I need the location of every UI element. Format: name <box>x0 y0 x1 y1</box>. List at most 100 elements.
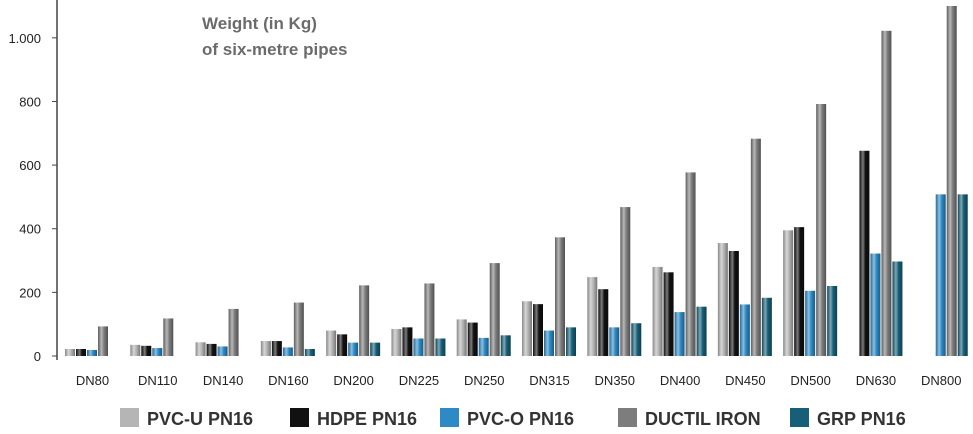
bar-hdpe-pn16-dn160 <box>271 341 282 356</box>
bar-pvc-u-pn16-dn350 <box>587 277 598 356</box>
bar-pvc-u-pn16-dn225 <box>391 328 402 356</box>
x-tick-labels: DN80 DN110 DN140 DN160 DN200 DN225 DN250 DN315 D… <box>76 373 962 388</box>
bar-hdpe-pn16-dn110 <box>141 345 152 356</box>
axes: 0 200 400 600 800 1.000 <box>8 0 58 364</box>
x-tick-label-dn110: DN110 <box>138 373 178 388</box>
bar-grp-pn16-dn800 <box>957 194 968 356</box>
bar-grp-pn16-dn350 <box>631 323 642 356</box>
bar-hdpe-pn16-dn350 <box>598 289 609 356</box>
x-tick-label-dn315: DN315 <box>529 373 569 388</box>
x-tick-label-dn450: DN450 <box>725 373 765 388</box>
legend-swatch-pvc-o-pn16 <box>440 408 459 427</box>
bar-pvc-o-pn16-dn630 <box>870 253 881 356</box>
y-tick-label: 800 <box>19 94 41 109</box>
bar-hdpe-pn16-dn630 <box>859 150 870 356</box>
bar-grp-pn16-dn630 <box>892 261 903 356</box>
x-tick-label-dn140: DN140 <box>203 373 243 388</box>
bars <box>65 6 968 357</box>
bar-pvc-u-pn16-dn400 <box>652 266 663 356</box>
x-tick-label-dn800: DN800 <box>921 373 961 388</box>
bar-pvc-o-pn16-dn315 <box>544 330 554 356</box>
bar-hdpe-pn16-dn450 <box>728 251 739 356</box>
y-tick-label: 1.000 <box>8 31 41 46</box>
bar-grp-pn16-dn500 <box>827 286 838 356</box>
bar-ductil-iron-dn800 <box>946 6 957 356</box>
bar-pvc-o-pn16-dn110 <box>152 348 163 356</box>
bar-hdpe-pn16-dn225 <box>402 327 413 356</box>
bar-pvc-u-pn16-dn110 <box>130 344 141 356</box>
bar-pvc-o-pn16-dn400 <box>674 312 685 356</box>
bar-pvc-o-pn16-dn225 <box>413 338 424 356</box>
bar-hdpe-pn16-dn250 <box>467 322 478 356</box>
y-tick-label: 0 <box>34 349 41 364</box>
bar-ductil-iron-dn450 <box>750 138 761 356</box>
bar-pvc-u-pn16-dn80 <box>65 349 75 356</box>
bar-ductil-iron-dn200 <box>359 285 370 356</box>
bar-pvc-u-pn16-dn500 <box>783 230 794 356</box>
bar-pvc-o-pn16-dn800 <box>935 194 946 356</box>
y-tick-label: 400 <box>19 222 41 237</box>
x-tick-label-dn630: DN630 <box>856 373 896 388</box>
bar-grp-pn16-dn225 <box>435 338 446 356</box>
legend-swatch-pvc-u-pn16 <box>120 408 139 427</box>
bar-ductil-iron-dn110 <box>163 318 174 356</box>
legend: PVC-U PN16 HDPE PN16 PVC-O PN16 DUCTIL IRON… <box>120 408 906 429</box>
bar-grp-pn16-dn250 <box>500 335 511 356</box>
bar-pvc-o-pn16-dn500 <box>805 290 816 356</box>
bar-grp-pn16-dn450 <box>761 297 772 356</box>
bar-hdpe-pn16-dn140 <box>206 343 217 356</box>
bar-ductil-iron-dn250 <box>489 263 500 356</box>
bar-hdpe-pn16-dn400 <box>663 272 674 356</box>
chart-title: Weight (in Kg) of six-metre pipes <box>202 14 348 59</box>
legend-label-ductil-iron: DUCTIL IRON <box>645 409 761 429</box>
bar-pvc-u-pn16-dn315 <box>522 301 532 356</box>
bar-ductil-iron-dn140 <box>228 308 239 356</box>
bar-hdpe-pn16-dn200 <box>337 334 348 356</box>
bar-ductil-iron-dn630 <box>881 30 892 357</box>
chart-title-line-1: Weight (in Kg) <box>202 14 317 33</box>
bar-pvc-u-pn16-dn200 <box>326 330 337 356</box>
bar-pvc-o-pn16-dn350 <box>609 327 620 356</box>
bar-grp-pn16-dn160 <box>304 349 315 356</box>
bar-grp-pn16-dn400 <box>696 306 707 356</box>
bar-pvc-u-pn16-dn450 <box>717 243 728 356</box>
bar-pvc-o-pn16-dn140 <box>217 346 228 356</box>
bar-ductil-iron-dn315 <box>555 237 565 356</box>
legend-swatch-hdpe-pn16 <box>290 408 309 427</box>
legend-label-pvc-u-pn16: PVC-U PN16 <box>147 409 253 429</box>
bar-ductil-iron-dn80 <box>98 326 108 356</box>
bar-hdpe-pn16-dn80 <box>76 349 86 356</box>
bar-grp-pn16-dn200 <box>370 342 381 356</box>
legend-label-hdpe-pn16: HDPE PN16 <box>317 409 417 429</box>
bar-pvc-o-pn16-dn160 <box>282 347 293 356</box>
legend-label-pvc-o-pn16: PVC-O PN16 <box>467 409 574 429</box>
x-tick-label-dn500: DN500 <box>790 373 830 388</box>
bar-pvc-u-pn16-dn160 <box>260 341 271 356</box>
y-tick-label: 600 <box>19 158 41 173</box>
bar-pvc-u-pn16-dn140 <box>195 342 206 356</box>
legend-swatch-ductil-iron <box>618 408 637 427</box>
x-tick-label-dn80: DN80 <box>76 373 109 388</box>
x-tick-label-dn160: DN160 <box>268 373 308 388</box>
bar-grp-pn16-dn315 <box>566 327 576 356</box>
x-tick-label-dn400: DN400 <box>660 373 700 388</box>
chart-title-line-2: of six-metre pipes <box>202 40 348 59</box>
legend-label-grp-pn16: GRP PN16 <box>817 409 906 429</box>
bar-ductil-iron-dn350 <box>620 207 631 356</box>
bar-pvc-o-pn16-dn80 <box>87 349 97 356</box>
x-tick-label-dn350: DN350 <box>595 373 635 388</box>
bar-hdpe-pn16-dn315 <box>533 304 543 356</box>
bar-pvc-o-pn16-dn200 <box>348 342 359 356</box>
bar-ductil-iron-dn400 <box>685 172 696 356</box>
legend-swatch-grp-pn16 <box>790 408 809 427</box>
bar-pvc-o-pn16-dn450 <box>739 304 750 356</box>
x-tick-label-dn250: DN250 <box>464 373 504 388</box>
bar-hdpe-pn16-dn500 <box>794 227 805 356</box>
bar-ductil-iron-dn500 <box>816 104 827 356</box>
bar-pvc-u-pn16-dn250 <box>456 319 467 356</box>
y-tick-label: 200 <box>19 285 41 300</box>
x-tick-label-dn200: DN200 <box>333 373 373 388</box>
bar-ductil-iron-dn160 <box>293 302 304 356</box>
